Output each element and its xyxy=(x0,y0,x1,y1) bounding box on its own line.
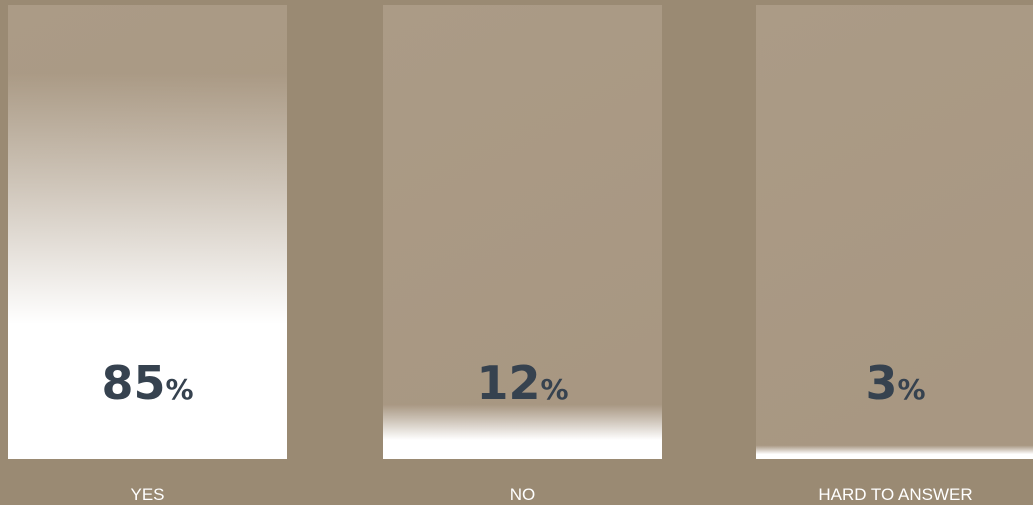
bar xyxy=(383,404,662,459)
bar-background xyxy=(383,5,662,459)
category-label: HARD TO ANSWER xyxy=(818,485,972,504)
value-label: 12% xyxy=(476,356,568,410)
bar xyxy=(756,445,1033,459)
bar-background xyxy=(756,5,1033,459)
value-label: 85% xyxy=(101,356,193,410)
category-label: YES xyxy=(130,485,164,504)
category-label: NO xyxy=(510,485,536,504)
value-label: 3% xyxy=(865,356,925,410)
bar xyxy=(8,73,287,459)
